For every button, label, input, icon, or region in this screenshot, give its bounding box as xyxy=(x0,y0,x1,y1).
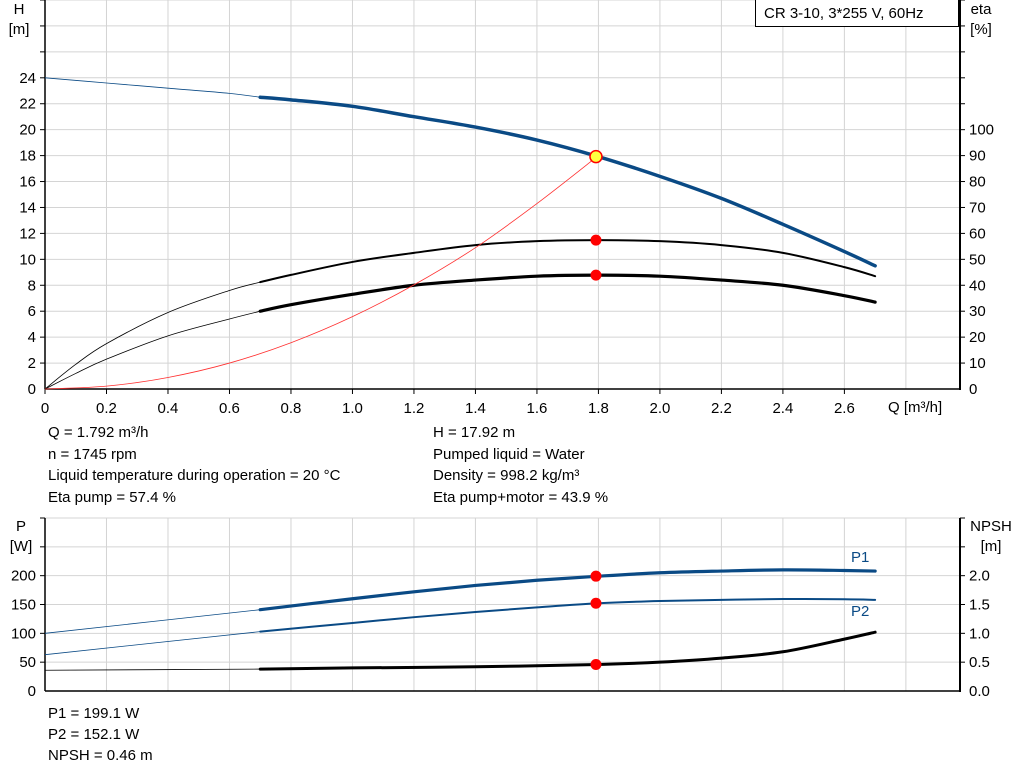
q-axis-label: Q [m³/h] xyxy=(888,399,943,416)
P1-curve-extrapolated xyxy=(44,609,261,634)
info-flow: Q = 1.792 m³/h xyxy=(48,424,149,441)
x-tick-label: 2.6 xyxy=(834,400,855,417)
x-tick-label: 2.4 xyxy=(772,400,793,417)
y-tick-label: 16 xyxy=(19,174,36,191)
head-curve-extrapolated xyxy=(44,77,261,98)
x-tick-label: 1.2 xyxy=(404,400,425,417)
y2-tick-label: 50 xyxy=(969,251,986,268)
system-curve-line xyxy=(44,155,599,390)
y2-tick-label: 2.0 xyxy=(969,568,990,585)
info-head: H = 17.92 m xyxy=(433,424,516,441)
duty-point-marker xyxy=(589,149,603,164)
x-tick-label: 0.8 xyxy=(281,400,302,417)
x-tick-label: 0 xyxy=(41,400,49,417)
p-axis-label: P [W] xyxy=(9,518,33,555)
y2-tick-label: 100 xyxy=(969,122,994,139)
y2-tick-label: 10 xyxy=(969,355,986,372)
p2-curve-label: P2 xyxy=(851,603,870,620)
y2-tick-label: 0 xyxy=(969,381,977,398)
x-tick-label: 1.0 xyxy=(342,400,363,417)
y-tick-label: 4 xyxy=(28,329,36,346)
y-tick-label: 14 xyxy=(19,199,36,216)
y2-tick-label: 90 xyxy=(969,148,986,165)
info-p1: P1 = 199.1 W xyxy=(48,705,140,722)
y2-tick-label: 30 xyxy=(969,303,986,320)
y-tick-label: 2 xyxy=(28,355,36,372)
h-axis-label: H [m] xyxy=(8,1,30,38)
y2-tick-label: 60 xyxy=(969,225,986,242)
y-tick-label: 200 xyxy=(11,568,36,585)
info-pumped-liquid: Pumped liquid = Water xyxy=(433,446,585,463)
info-npsh: NPSH = 0.46 m xyxy=(48,747,153,764)
NPSH-curve-extrapolated xyxy=(44,668,261,671)
head-curve xyxy=(258,95,877,268)
y-tick-label: 150 xyxy=(11,597,36,614)
y2-tick-label: 20 xyxy=(969,329,986,346)
h-axis-title: H [m] xyxy=(8,0,30,40)
y-tick-label: 0 xyxy=(28,683,36,700)
y2-tick-label: 1.0 xyxy=(969,625,990,642)
x-tick-label: 2.2 xyxy=(711,400,732,417)
P1-operating-point xyxy=(590,570,602,582)
x-tick-label: 0.2 xyxy=(96,400,117,417)
y2-tick-label: 1.5 xyxy=(969,597,990,614)
eta-pump-motor-operating-point xyxy=(590,269,602,281)
NPSH-curve xyxy=(258,630,877,671)
info-eta-pump-motor: Eta pump+motor = 43.9 % xyxy=(433,489,609,506)
y-tick-label: 18 xyxy=(19,148,36,165)
eta-axis-title: eta [%] xyxy=(966,0,996,40)
P2-curve-extrapolated xyxy=(44,631,261,656)
pump-title: CR 3-10, 3*255 V, 60Hz xyxy=(764,5,924,22)
NPSH-operating-point xyxy=(590,658,602,670)
y-tick-label: 0 xyxy=(28,381,36,398)
eta-pump-motor-curve xyxy=(258,273,877,313)
eta-axis-label: eta [%] xyxy=(970,1,992,38)
p1-curve-label: P1 xyxy=(851,549,870,566)
y-tick-label: 20 xyxy=(19,122,36,139)
y2-tick-label: 40 xyxy=(969,277,986,294)
eta-pump-motor-curve-extrapolated xyxy=(44,310,261,390)
y-tick-label: 6 xyxy=(28,303,36,320)
y-tick-label: 22 xyxy=(19,96,36,113)
info-liquid-temp: Liquid temperature during operation = 20… xyxy=(48,467,341,484)
eta-pump-curve xyxy=(259,239,877,284)
x-tick-label: 1.6 xyxy=(527,400,548,417)
info-speed: n = 1745 rpm xyxy=(48,446,137,463)
npsh-axis-title: NPSH [m] xyxy=(963,517,1019,557)
y2-tick-label: 80 xyxy=(969,174,986,191)
x-tick-label: 0.6 xyxy=(219,400,240,417)
x-tick-label: 1.8 xyxy=(588,400,609,417)
y-tick-label: 50 xyxy=(19,654,36,671)
info-p2: P2 = 152.1 W xyxy=(48,726,140,743)
eta-pump-curve-extrapolated xyxy=(44,281,261,390)
pump-title-box: CR 3-10, 3*255 V, 60Hz xyxy=(755,0,959,27)
y2-tick-label: 0.0 xyxy=(969,683,990,700)
x-tick-label: 2.0 xyxy=(649,400,670,417)
npsh-axis-label: NPSH [m] xyxy=(970,518,1012,555)
eta-pump-operating-point xyxy=(590,234,602,246)
y-tick-label: 12 xyxy=(19,225,36,242)
info-density: Density = 998.2 kg/m³ xyxy=(433,467,580,484)
y-tick-label: 8 xyxy=(28,277,36,294)
y2-tick-label: 0.5 xyxy=(969,654,990,671)
y-tick-label: 10 xyxy=(19,251,36,268)
x-tick-label: 1.4 xyxy=(465,400,486,417)
y-tick-label: 100 xyxy=(11,625,36,642)
y-tick-label: 24 xyxy=(19,70,36,87)
y2-tick-label: 70 xyxy=(969,199,986,216)
P2-operating-point xyxy=(590,597,602,609)
p-axis-title: P [W] xyxy=(5,517,37,557)
x-tick-label: 0.4 xyxy=(158,400,179,417)
info-eta-pump: Eta pump = 57.4 % xyxy=(48,489,176,506)
